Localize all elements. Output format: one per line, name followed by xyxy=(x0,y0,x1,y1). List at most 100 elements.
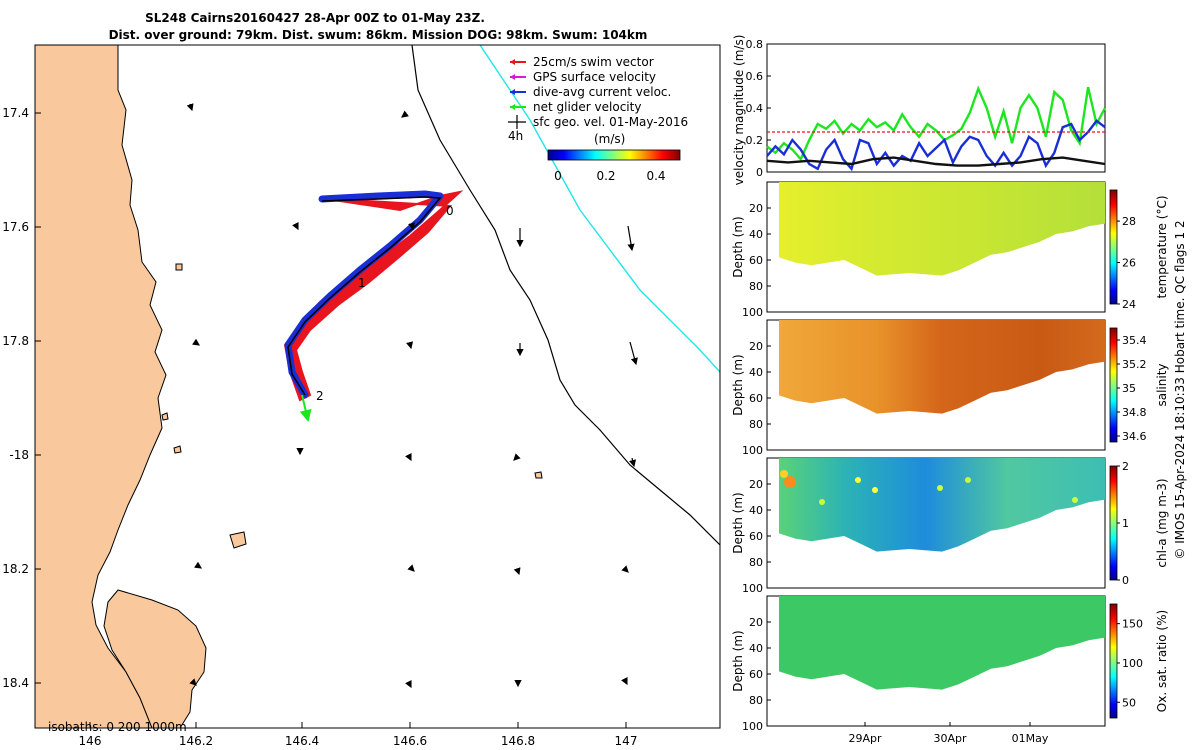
section-ytick-label: 20 xyxy=(749,340,763,353)
map-ytick-label: 18.2 xyxy=(2,562,29,576)
colorbar-label: temperature (°C) xyxy=(1155,196,1169,299)
section-ylabel: Depth (m) xyxy=(731,492,745,553)
chl-hotspot xyxy=(872,487,878,493)
speed-colorbar-tick-0: 0 xyxy=(554,169,562,183)
geo-vector xyxy=(406,341,414,350)
section-ytick-label: 80 xyxy=(749,694,763,707)
map-ytick-label: 17.4 xyxy=(2,106,29,120)
geo-vector xyxy=(621,565,629,573)
section-xtick-label: 30Apr xyxy=(933,732,967,745)
section-xtick-label: 29Apr xyxy=(848,732,882,745)
colorbar-label: Ox. sat. ratio (%) xyxy=(1155,610,1169,712)
map-island-1 xyxy=(229,531,247,549)
isobaths-label: isobaths: 0 200 1000m xyxy=(48,720,187,734)
legend-label: GPS surface velocity xyxy=(533,70,656,84)
colorbar-tick-label: 100 xyxy=(1122,657,1143,670)
colorbar-tick-label: 35 xyxy=(1122,382,1136,395)
geo-vector xyxy=(629,341,638,366)
velocity-series-line xyxy=(766,85,1107,162)
geo-vector xyxy=(513,567,521,576)
chl-hotspot xyxy=(780,470,788,478)
credit-text: © IMOS 15-Apr-2024 18:10:33 Hobart time.… xyxy=(1173,220,1187,559)
colorbar-tick-label: 50 xyxy=(1122,696,1136,709)
map-xtick-label: 146.6 xyxy=(393,734,427,748)
geo-vector xyxy=(407,564,415,572)
section-ytick-label: 80 xyxy=(749,556,763,569)
chl-hotspot xyxy=(1072,497,1078,503)
section-ytick-label: 60 xyxy=(749,530,763,543)
velocity-plot-frame xyxy=(766,43,1106,173)
velocity-series-line xyxy=(766,156,1106,167)
colorbar-tick-label: 0 xyxy=(1122,574,1129,587)
geo-vector xyxy=(189,678,197,686)
geo-vector xyxy=(408,222,416,231)
section-panel-2: 20 40 60 80 100 Depth (m) 34.6 34.8 35 35.2 35.4 sa… xyxy=(731,319,1169,457)
speed-colorbar-tick-2: 0.4 xyxy=(646,169,665,183)
geo-vector xyxy=(192,338,200,346)
colorbar-tick-label: 28 xyxy=(1122,215,1136,228)
section-panel-4: 20 40 60 80 100 Depth (m) 50 100 150 Ox. sat. rat… xyxy=(731,595,1169,733)
velocity-ytick-label: 0 xyxy=(756,166,763,179)
map-ytick-label: 17.6 xyxy=(2,220,29,234)
colorbar-tick-label: 26 xyxy=(1122,257,1136,270)
section-ytick-label: 100 xyxy=(742,444,763,457)
geo-vector xyxy=(405,680,412,689)
map-y-ticks: 17.4 17.6 17.8 -18 18.2 18.4 xyxy=(2,106,41,690)
section-colorbar xyxy=(1109,603,1118,719)
velocity-panel: 0 0.2 0.4 0.6 0.8 velocity magnitude (m/s) xyxy=(732,35,1107,185)
net-glider-velocity-arrow xyxy=(299,394,312,422)
chl-hotspot xyxy=(819,499,825,505)
map-island-2 xyxy=(173,445,182,454)
section-data-field xyxy=(779,182,1105,276)
isobath-1000m xyxy=(411,45,720,546)
section-ylabel: Depth (m) xyxy=(731,216,745,277)
section-colorbar xyxy=(1109,189,1118,305)
section-colorbar xyxy=(1109,465,1118,581)
section-colorbar xyxy=(1109,327,1118,443)
section-ytick-label: 80 xyxy=(749,280,763,293)
geo-vector xyxy=(513,453,521,461)
velocity-ytick-label: 0.8 xyxy=(746,38,764,51)
section-ytick-label: 40 xyxy=(749,228,763,241)
section-ytick-label: 20 xyxy=(749,202,763,215)
legend-label: net glider velocity xyxy=(533,100,641,114)
map-xtick-label: 146.2 xyxy=(179,734,213,748)
chl-hotspot xyxy=(784,476,796,488)
geo-vector xyxy=(186,103,194,112)
sfc-geo-velocity-vectors xyxy=(186,103,638,689)
colorbar-tick-label: 34.6 xyxy=(1122,430,1147,443)
colorbar-tick-label: 150 xyxy=(1122,618,1143,631)
map-island-5 xyxy=(161,412,169,421)
section-xtick-label: 01May xyxy=(1012,732,1049,745)
colorbar-label: salinity xyxy=(1155,363,1169,406)
section-ytick-label: 80 xyxy=(749,418,763,431)
legend-swatch-head xyxy=(510,104,515,110)
speed-colorbar xyxy=(547,149,681,161)
section-ytick-label: 40 xyxy=(749,366,763,379)
velocity-ytick-label: 0.6 xyxy=(746,70,764,83)
speed-colorbar-tick-1: 0.2 xyxy=(596,169,615,183)
section-ytick-label: 100 xyxy=(742,582,763,595)
geo-vector xyxy=(292,222,299,231)
map-xtick-label: 147 xyxy=(615,734,638,748)
geo-vector xyxy=(627,225,635,252)
geo-vector xyxy=(194,561,202,569)
legend-swatch-head xyxy=(510,59,515,65)
section-ytick-label: 60 xyxy=(749,392,763,405)
velocity-series-line xyxy=(766,119,1106,172)
geo-vector xyxy=(405,453,412,462)
section-ytick-label: 40 xyxy=(749,642,763,655)
chl-hotspot xyxy=(855,477,861,483)
map-frame xyxy=(34,44,721,729)
colorbar-units: (m/s) xyxy=(594,132,625,146)
map-island-3 xyxy=(534,471,543,479)
legend-swatch-head xyxy=(510,89,515,95)
section-panel-1: 20 40 60 80 100 Depth (m) 24 26 28 temperature (°… xyxy=(731,181,1169,319)
map-ytick-label: 18.4 xyxy=(2,676,29,690)
day-marker-0: 0 xyxy=(446,204,454,218)
current-contour-cyan xyxy=(479,45,720,373)
legend-label: sfc geo. vel. 01-May-2016 xyxy=(533,115,688,129)
geo-vector xyxy=(621,677,628,686)
velocity-series xyxy=(766,85,1107,172)
